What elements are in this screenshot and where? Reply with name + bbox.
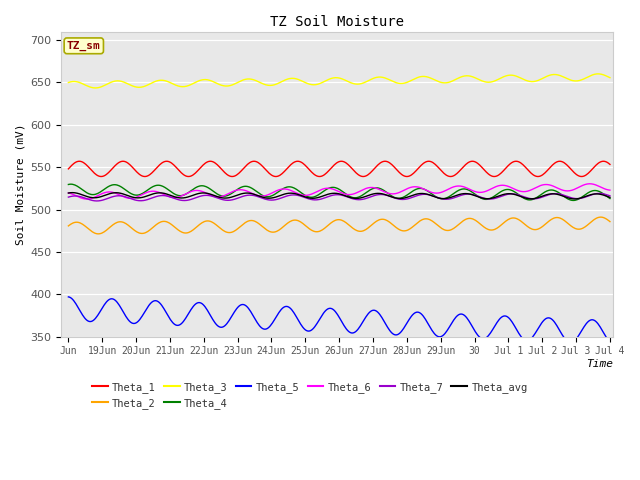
Theta_1 <box>595 160 603 166</box>
Theta_3 <box>388 78 396 84</box>
Theta_1 <box>425 158 433 164</box>
Theta_7 <box>93 198 100 204</box>
Theta_7 <box>509 191 517 197</box>
Theta_3 <box>65 80 72 85</box>
Text: TZ_sm: TZ_sm <box>67 41 100 51</box>
Theta_7 <box>65 194 72 200</box>
Theta_7 <box>388 194 396 200</box>
Theta_3 <box>323 77 330 83</box>
Theta_1 <box>65 166 72 172</box>
Theta_7 <box>323 194 330 200</box>
Line: Theta_avg: Theta_avg <box>68 192 610 199</box>
Theta_5 <box>594 321 602 327</box>
Theta_avg <box>323 192 330 198</box>
Theta_5 <box>567 340 575 346</box>
Theta_6 <box>595 183 603 189</box>
Theta_avg <box>358 194 366 200</box>
Theta_2 <box>358 228 366 234</box>
Theta_6 <box>323 185 330 191</box>
Line: Theta_5: Theta_5 <box>68 297 610 343</box>
Theta_3 <box>509 72 517 78</box>
Theta_6 <box>65 190 72 196</box>
Line: Theta_7: Theta_7 <box>68 193 610 201</box>
Theta_1 <box>228 174 236 180</box>
Theta_7 <box>595 191 603 196</box>
Theta_avg <box>570 196 578 202</box>
Theta_3 <box>358 80 366 86</box>
Theta_2 <box>326 221 334 227</box>
Theta_avg <box>326 191 334 197</box>
Theta_4 <box>358 192 366 198</box>
Theta_avg <box>509 191 517 197</box>
Theta_3 <box>606 75 614 81</box>
Theta_2 <box>388 221 396 227</box>
Theta_7 <box>594 191 602 196</box>
Theta_6 <box>586 181 593 187</box>
Theta_avg <box>69 190 77 195</box>
Theta_4 <box>326 185 334 191</box>
Y-axis label: Soil Moisture (mV): Soil Moisture (mV) <box>15 123 25 245</box>
Theta_5 <box>325 306 333 312</box>
Theta_1 <box>323 170 330 176</box>
Theta_3 <box>92 85 99 91</box>
Theta_2 <box>606 219 614 225</box>
Theta_6 <box>509 186 517 192</box>
Theta_4 <box>65 181 72 187</box>
Theta_2 <box>323 224 330 229</box>
Line: Theta_4: Theta_4 <box>68 184 610 201</box>
Line: Theta_2: Theta_2 <box>68 217 610 234</box>
Theta_3 <box>326 76 334 82</box>
Theta_1 <box>388 162 396 168</box>
Theta_2 <box>594 215 602 220</box>
Legend: Theta_1, Theta_2, Theta_3, Theta_4, Theta_5, Theta_6, Theta_7, Theta_avg: Theta_1, Theta_2, Theta_3, Theta_4, Thet… <box>92 382 527 408</box>
Theta_1 <box>326 167 334 172</box>
Line: Theta_1: Theta_1 <box>68 161 610 177</box>
Title: TZ Soil Moisture: TZ Soil Moisture <box>271 15 404 29</box>
Theta_4 <box>388 193 396 199</box>
Theta_2 <box>65 223 72 229</box>
Theta_5 <box>606 339 614 345</box>
Theta_4 <box>323 186 330 192</box>
Theta_6 <box>388 191 396 197</box>
Theta_6 <box>606 187 614 193</box>
Theta_2 <box>596 214 604 220</box>
Theta_6 <box>358 187 366 193</box>
Theta_4 <box>569 198 577 204</box>
Theta_7 <box>326 193 334 199</box>
Theta_avg <box>65 190 72 196</box>
Theta_4 <box>606 196 614 202</box>
Theta_2 <box>95 231 102 237</box>
Line: Theta_6: Theta_6 <box>68 184 610 199</box>
Theta_5 <box>387 329 395 335</box>
Theta_2 <box>509 215 517 221</box>
Theta_avg <box>606 194 614 200</box>
Theta_3 <box>594 71 602 77</box>
Theta_1 <box>358 174 366 180</box>
X-axis label: Time: Time <box>586 359 614 369</box>
Theta_5 <box>508 319 516 325</box>
Theta_4 <box>595 189 603 194</box>
Theta_5 <box>65 294 72 300</box>
Theta_4 <box>67 181 74 187</box>
Theta_5 <box>358 321 365 327</box>
Theta_1 <box>606 161 614 167</box>
Theta_7 <box>358 196 366 202</box>
Theta_6 <box>83 196 91 202</box>
Theta_3 <box>595 71 603 77</box>
Theta_4 <box>509 188 517 194</box>
Theta_avg <box>388 194 396 200</box>
Theta_5 <box>322 308 330 313</box>
Theta_6 <box>326 185 334 191</box>
Theta_1 <box>511 158 518 164</box>
Theta_7 <box>606 193 614 199</box>
Line: Theta_3: Theta_3 <box>68 74 610 88</box>
Theta_avg <box>595 191 603 197</box>
